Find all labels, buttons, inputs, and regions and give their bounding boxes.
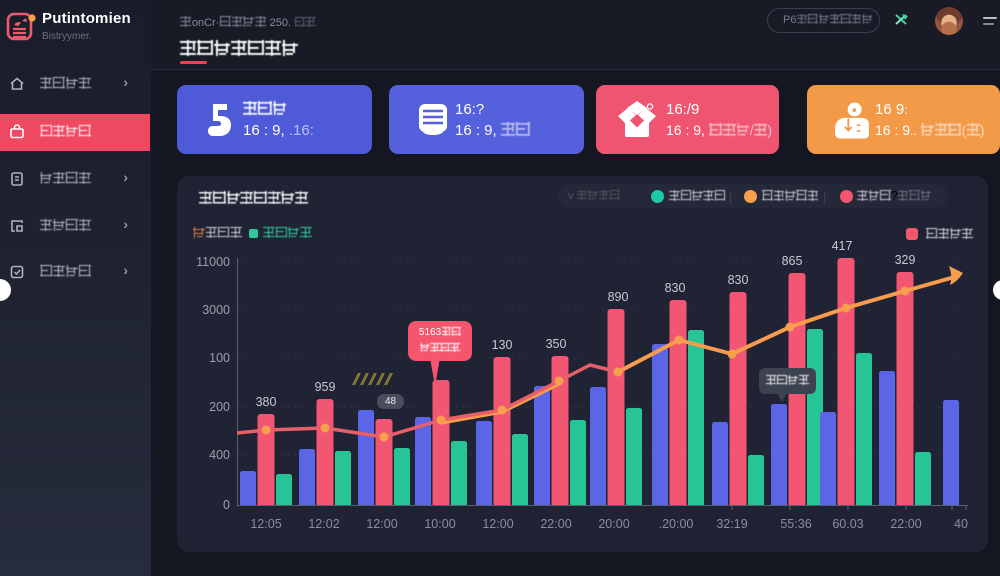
svg-text:22:00: 22:00 [890, 517, 921, 531]
svg-text:20:00: 20:00 [598, 517, 629, 531]
svg-text:12:05: 12:05 [250, 517, 281, 531]
svg-text:10:00: 10:00 [424, 517, 455, 531]
svg-text:32:19: 32:19 [716, 517, 747, 531]
svg-text:959: 959 [315, 380, 336, 394]
svg-text:400: 400 [209, 448, 230, 462]
svg-text:.20:00: .20:00 [659, 517, 694, 531]
svg-text:60.03: 60.03 [832, 517, 863, 531]
svg-text:130: 130 [492, 338, 513, 352]
svg-text:865: 865 [782, 254, 803, 268]
svg-text:3000: 3000 [202, 303, 230, 317]
svg-text:890: 890 [608, 290, 629, 304]
svg-text:350: 350 [546, 337, 567, 351]
svg-text:0: 0 [223, 498, 230, 512]
svg-text:12:02: 12:02 [308, 517, 339, 531]
svg-text:11000: 11000 [196, 255, 230, 269]
svg-text:40: 40 [954, 517, 968, 531]
svg-text:830: 830 [665, 281, 686, 295]
svg-text:329: 329 [895, 253, 916, 267]
svg-text:55:36: 55:36 [780, 517, 811, 531]
svg-text:830: 830 [728, 273, 749, 287]
svg-text:22:00: 22:00 [540, 517, 571, 531]
svg-text:417: 417 [832, 239, 853, 253]
svg-text:200: 200 [209, 400, 230, 414]
svg-text:12:00: 12:00 [366, 517, 397, 531]
svg-text:12:00: 12:00 [482, 517, 513, 531]
svg-text:100: 100 [209, 351, 230, 365]
svg-text:380: 380 [256, 395, 277, 409]
